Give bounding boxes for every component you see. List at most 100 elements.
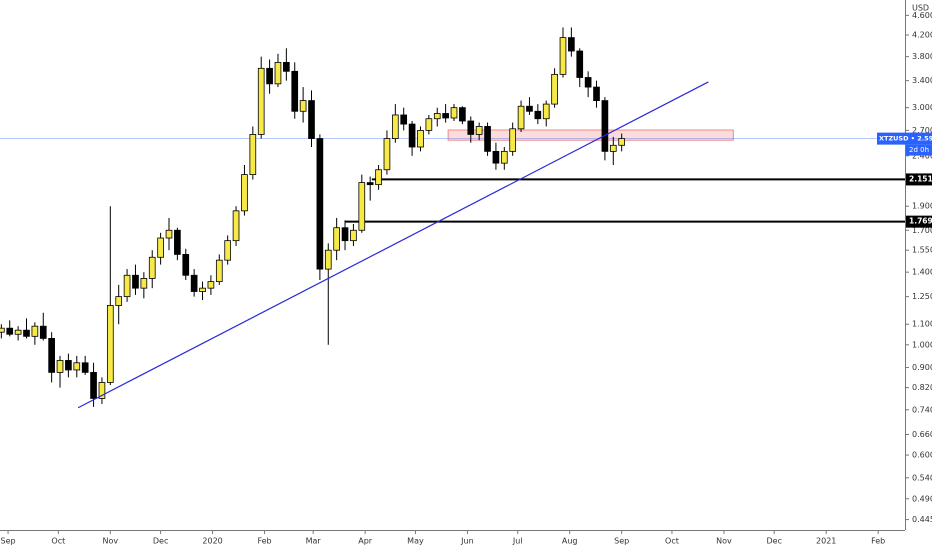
x-tick-label: Oct <box>51 537 65 546</box>
resistance-zone <box>447 129 734 141</box>
candle-body <box>576 50 584 78</box>
candle-body <box>174 229 181 255</box>
candle-body <box>56 360 64 373</box>
candle-body <box>232 210 240 242</box>
candle-body <box>182 254 190 276</box>
candle-body <box>316 138 324 270</box>
candle-body <box>509 128 517 152</box>
candle-body <box>14 329 22 335</box>
candle-body <box>190 274 198 292</box>
x-tick-label: Dec <box>153 537 168 546</box>
candle-body <box>241 174 248 212</box>
candle-body <box>6 327 14 335</box>
y-tick-label: 0.6600 <box>912 430 932 439</box>
candle-body <box>207 281 215 289</box>
candle-body <box>81 362 89 373</box>
x-tick-label: Nov <box>716 537 732 546</box>
candle-body <box>618 138 625 146</box>
candle-body <box>308 100 315 139</box>
candle-body <box>324 249 332 270</box>
candle-body <box>500 150 508 164</box>
x-tick-label: Feb <box>257 537 271 546</box>
trendline <box>77 81 709 409</box>
candle-body <box>266 67 273 85</box>
candle-body <box>106 305 114 383</box>
candle-body <box>450 107 458 119</box>
candle-body <box>73 362 81 371</box>
x-tick-label: Oct <box>665 537 679 546</box>
candle-body <box>517 105 525 130</box>
candle-body <box>65 360 72 371</box>
candle-body <box>391 114 399 139</box>
candle-body <box>39 325 47 339</box>
y-tick-label: 4.2000 <box>912 31 932 40</box>
x-tick-label: Jun <box>460 537 474 546</box>
level-label-box <box>906 173 932 186</box>
countdown-box <box>906 144 932 156</box>
candle-body <box>257 67 265 135</box>
candle-body <box>492 150 500 164</box>
level-label: 2.1513 <box>909 174 932 183</box>
candle-body <box>165 229 173 239</box>
y-tick-label: 1.1000 <box>912 320 932 329</box>
candle-body <box>534 110 542 120</box>
price-label-box <box>877 132 932 145</box>
candle-body <box>475 126 483 135</box>
x-tick-label: Sep <box>1 537 16 546</box>
y-tick-label: 1.2500 <box>912 292 932 301</box>
candle-body <box>442 113 449 119</box>
level-label: 1.7692 <box>909 217 932 226</box>
candle-body <box>199 287 206 292</box>
x-tick-label: 2020 <box>202 537 222 546</box>
candle-body <box>433 113 441 120</box>
y-tick-label: 0.7400 <box>912 405 932 414</box>
candle-body <box>249 134 257 176</box>
candle-body <box>291 70 299 112</box>
y-tick-label: 3.8000 <box>912 52 932 61</box>
candle-body <box>568 37 575 52</box>
currency-label: USD <box>912 4 929 13</box>
candle-body <box>0 327 5 333</box>
candle-body <box>425 118 433 131</box>
candle-body <box>366 182 374 186</box>
y-tick-label: 1.5500 <box>912 246 932 255</box>
candle-body <box>140 278 148 289</box>
candle-body <box>467 120 475 135</box>
candle-body <box>90 371 97 399</box>
y-tick-label: 1.7000 <box>912 226 932 235</box>
y-tick-label: 1.0000 <box>912 340 932 349</box>
candle-body <box>23 329 30 337</box>
candle-body <box>526 105 533 112</box>
candle-body <box>132 274 139 289</box>
candle-body <box>115 296 123 306</box>
candle-body <box>383 138 391 171</box>
y-tick-label: 2.7000 <box>912 126 932 135</box>
x-tick-label: Nov <box>103 537 119 546</box>
x-tick-label: Sep <box>614 537 629 546</box>
candle-body <box>224 240 232 261</box>
candle-body <box>408 123 416 148</box>
candle-body <box>459 107 466 122</box>
x-tick-label: Mar <box>306 537 322 546</box>
candle-body <box>417 129 424 148</box>
y-tick-label: 1.4000 <box>912 268 932 277</box>
x-tick-label: Apr <box>358 537 373 546</box>
y-tick-label: 3.4000 <box>912 76 932 85</box>
candle-body <box>333 227 340 251</box>
candle-body <box>157 237 164 258</box>
y-tick-label: 2.4000 <box>912 151 932 160</box>
countdown-label: 2d 0h <box>909 146 929 154</box>
y-tick-label: 3.0000 <box>912 103 932 112</box>
candle-body <box>601 100 609 152</box>
candle-body <box>31 325 39 337</box>
price-label: XTZUSD • 2.5991 <box>879 135 932 143</box>
candle-body <box>299 100 307 112</box>
level-label-box <box>906 215 932 228</box>
candle-body <box>584 77 592 88</box>
candle-body <box>559 37 567 75</box>
candle-body <box>350 229 357 242</box>
y-tick-label: 0.4900 <box>912 494 932 503</box>
candle-body <box>542 103 550 120</box>
